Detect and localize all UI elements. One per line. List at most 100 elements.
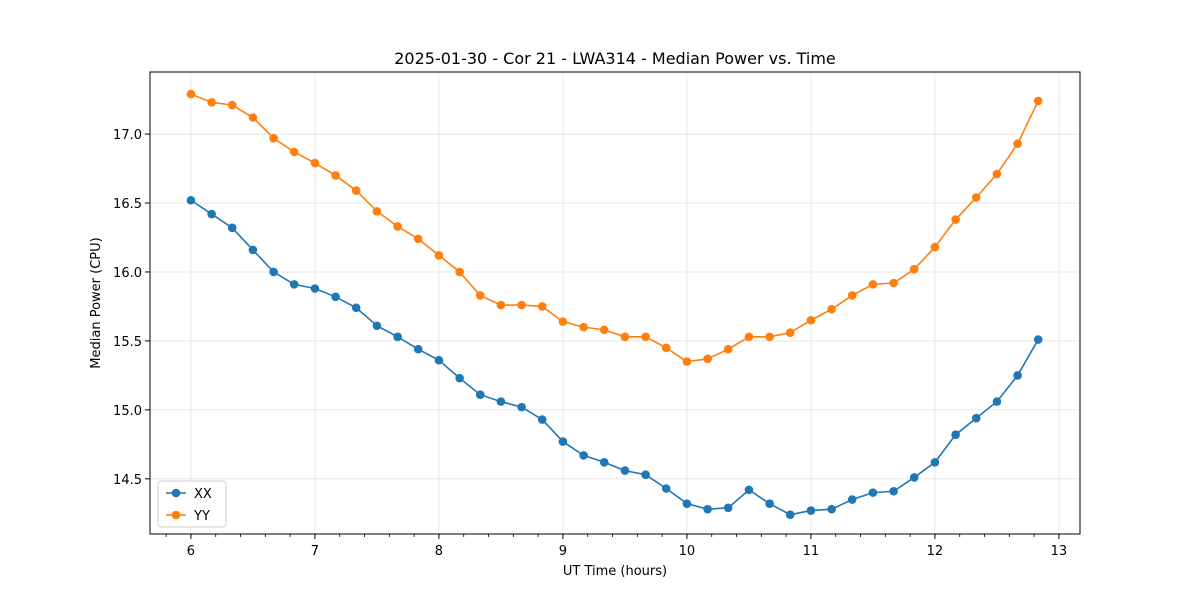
data-point-yy xyxy=(930,242,940,252)
data-point-xx xyxy=(496,397,506,406)
data-point-xx xyxy=(227,223,237,233)
data-point-xx xyxy=(579,451,588,460)
data-point-xx xyxy=(909,473,919,482)
plot-area-border xyxy=(149,71,1081,535)
x-tick-label: 11 xyxy=(803,544,820,559)
data-point-xx xyxy=(1013,371,1022,380)
data-point-yy xyxy=(310,158,320,168)
data-point-xx xyxy=(641,470,650,479)
data-point-xx xyxy=(951,430,960,440)
data-point-xx xyxy=(517,402,526,412)
data-point-yy xyxy=(351,186,361,195)
data-point-yy xyxy=(331,171,340,180)
data-point-yy xyxy=(434,251,444,260)
chart-title: 2025-01-30 - Cor 21 - LWA314 - Median Po… xyxy=(394,49,836,68)
data-point-xx xyxy=(351,303,361,313)
data-point-yy xyxy=(537,302,547,311)
series xyxy=(186,89,1043,519)
data-point-yy xyxy=(579,322,588,332)
data-point-yy xyxy=(372,206,382,216)
y-tick-label: 17.0 xyxy=(113,128,142,143)
data-point-yy xyxy=(641,332,650,342)
data-point-yy xyxy=(661,343,671,353)
legend-label-xx: XX xyxy=(194,487,212,502)
data-point-yy xyxy=(207,98,216,107)
data-point-xx xyxy=(723,503,733,513)
data-point-yy xyxy=(765,332,774,342)
data-point-yy xyxy=(496,300,506,310)
x-tick-label: 10 xyxy=(679,544,696,559)
data-point-xx xyxy=(868,488,878,497)
data-point-xx xyxy=(475,390,485,400)
data-point-xx xyxy=(992,397,1002,406)
data-point-xx xyxy=(682,499,692,508)
data-point-yy xyxy=(951,215,960,224)
data-point-yy xyxy=(806,315,816,325)
y-tick-label: 16.5 xyxy=(113,197,142,212)
data-point-xx xyxy=(269,267,278,277)
x-tick-label: 13 xyxy=(1051,544,1068,559)
x-tick-label: 7 xyxy=(311,544,319,559)
x-tick-label: 9 xyxy=(559,544,567,559)
data-point-xx xyxy=(207,209,216,219)
data-point-xx xyxy=(599,457,609,467)
data-point-xx xyxy=(558,437,568,446)
data-point-yy xyxy=(909,264,919,274)
legend: XX YY xyxy=(157,480,227,528)
data-point-xx xyxy=(847,495,857,504)
data-point-xx xyxy=(765,499,774,508)
x-tick-label: 12 xyxy=(927,544,944,559)
data-point-xx xyxy=(971,413,981,423)
data-point-yy xyxy=(744,332,754,342)
data-point-xx xyxy=(785,510,795,519)
data-point-yy xyxy=(992,169,1002,179)
data-point-xx xyxy=(930,457,940,467)
data-point-yy xyxy=(620,332,630,342)
data-point-xx xyxy=(434,355,444,365)
data-point-yy xyxy=(227,100,237,110)
data-point-yy xyxy=(682,357,692,366)
legend-box xyxy=(157,480,227,528)
data-point-yy xyxy=(475,291,485,300)
data-point-yy xyxy=(248,113,258,122)
x-tick-label: 6 xyxy=(187,544,195,559)
data-point-xx xyxy=(661,484,671,493)
data-point-yy xyxy=(558,317,568,326)
y-tick-label: 16.0 xyxy=(113,266,142,281)
data-point-xx xyxy=(289,280,299,289)
data-point-yy xyxy=(703,354,712,364)
data-point-xx xyxy=(310,284,320,293)
x-tick-label: 8 xyxy=(435,544,443,559)
data-point-xx xyxy=(620,466,630,475)
data-point-yy xyxy=(847,291,857,300)
ticks: 6 7 8 9 10 11 12 13 14.5 15.0 15.5 16.0 16.5 17.0 xyxy=(113,128,1067,559)
y-tick-label: 14.5 xyxy=(113,473,142,488)
data-point-xx xyxy=(889,486,898,496)
data-point-xx xyxy=(413,344,423,354)
data-point-yy xyxy=(269,133,278,143)
data-point-xx xyxy=(372,321,382,331)
legend-marker-yy xyxy=(171,510,181,520)
legend-marker-xx xyxy=(171,488,181,498)
data-point-xx xyxy=(744,485,754,495)
data-point-yy xyxy=(186,89,196,99)
data-point-yy xyxy=(827,304,836,314)
data-point-yy xyxy=(971,193,981,202)
data-point-xx xyxy=(1033,335,1043,344)
legend-label-yy: YY xyxy=(193,509,210,524)
axes-frame xyxy=(149,71,1081,535)
data-point-xx xyxy=(537,415,547,424)
data-point-xx xyxy=(393,332,402,342)
data-point-yy xyxy=(413,234,423,244)
data-point-xx xyxy=(703,504,712,514)
data-point-yy xyxy=(889,278,898,288)
data-point-xx xyxy=(331,292,340,302)
data-point-xx xyxy=(455,373,464,383)
data-point-xx xyxy=(248,245,258,255)
data-point-yy xyxy=(599,325,609,335)
data-point-yy xyxy=(455,267,464,277)
data-point-xx xyxy=(806,506,816,515)
data-point-xx xyxy=(827,504,836,514)
data-point-yy xyxy=(785,328,795,337)
data-point-yy xyxy=(289,147,299,157)
